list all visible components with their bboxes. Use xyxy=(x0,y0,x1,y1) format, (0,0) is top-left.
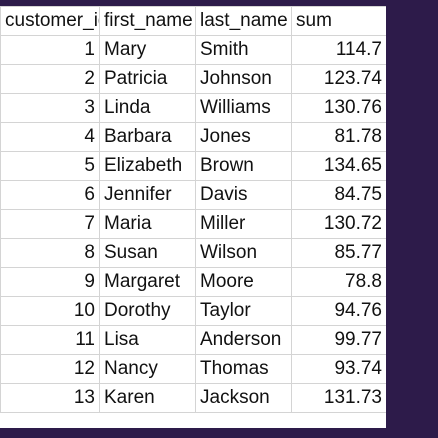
customer-id-cell[interactable]: 8 xyxy=(0,238,100,268)
last-name-cell[interactable]: Davis xyxy=(195,180,292,210)
sum-cell[interactable]: 130.72 xyxy=(291,209,386,239)
last-name-cell[interactable]: Anderson xyxy=(195,325,292,355)
customer-id-cell[interactable]: 9 xyxy=(0,267,100,297)
first-name-cell[interactable]: Mary xyxy=(99,35,196,65)
customer-id-cell[interactable]: 4 xyxy=(0,122,100,152)
last-name-cell[interactable]: Smith xyxy=(195,35,292,65)
first-name-cell[interactable]: Patricia xyxy=(99,64,196,94)
last-name-cell[interactable]: Moore xyxy=(195,267,292,297)
last-name-cell[interactable]: Jackson xyxy=(195,383,292,413)
sum-cell[interactable]: 130.76 xyxy=(291,93,386,123)
customer-id-cell[interactable]: 10 xyxy=(0,296,100,326)
last-name-cell[interactable]: Miller xyxy=(195,209,292,239)
data-table: customer_id first_name last_name sum 1 Ma… xyxy=(0,6,386,413)
first-name-cell[interactable]: Linda xyxy=(99,93,196,123)
first-name-cell[interactable]: Maria xyxy=(99,209,196,239)
last-name-cell[interactable]: Johnson xyxy=(195,64,292,94)
table-row: 2 Patricia Johnson 123.74 xyxy=(0,64,386,94)
first-name-cell[interactable]: Margaret xyxy=(99,267,196,297)
spreadsheet-grid: customer_id first_name last_name sum 1 Ma… xyxy=(0,6,386,428)
first-name-cell[interactable]: Nancy xyxy=(99,354,196,384)
table-row: 10 Dorothy Taylor 94.76 xyxy=(0,296,386,326)
sum-cell[interactable]: 85.77 xyxy=(291,238,386,268)
header-row: customer_id first_name last_name sum xyxy=(0,6,386,36)
last-name-cell[interactable]: Jones xyxy=(195,122,292,152)
customer-id-cell[interactable]: 13 xyxy=(0,383,100,413)
sum-cell[interactable]: 84.75 xyxy=(291,180,386,210)
sum-cell[interactable]: 78.8 xyxy=(291,267,386,297)
sum-cell[interactable]: 134.65 xyxy=(291,151,386,181)
table-row: 13 Karen Jackson 131.73 xyxy=(0,383,386,413)
customer-id-cell[interactable]: 2 xyxy=(0,64,100,94)
sum-cell[interactable]: 93.74 xyxy=(291,354,386,384)
customer-id-cell[interactable]: 1 xyxy=(0,35,100,65)
customer-id-cell[interactable]: 7 xyxy=(0,209,100,239)
sum-cell[interactable]: 123.74 xyxy=(291,64,386,94)
sum-cell[interactable]: 94.76 xyxy=(291,296,386,326)
customer-id-cell[interactable]: 12 xyxy=(0,354,100,384)
header-cell-sum[interactable]: sum xyxy=(291,6,386,36)
last-name-cell[interactable]: Williams xyxy=(195,93,292,123)
header-cell-last-name[interactable]: last_name xyxy=(195,6,292,36)
last-name-cell[interactable]: Brown xyxy=(195,151,292,181)
sum-cell[interactable]: 81.78 xyxy=(291,122,386,152)
table-row: 7 Maria Miller 130.72 xyxy=(0,209,386,239)
table-row: 4 Barbara Jones 81.78 xyxy=(0,122,386,152)
customer-id-cell[interactable]: 6 xyxy=(0,180,100,210)
table-row: 5 Elizabeth Brown 134.65 xyxy=(0,151,386,181)
sum-cell[interactable]: 114.7 xyxy=(291,35,386,65)
table-row: 1 Mary Smith 114.7 xyxy=(0,35,386,65)
first-name-cell[interactable]: Lisa xyxy=(99,325,196,355)
table-row: 8 Susan Wilson 85.77 xyxy=(0,238,386,268)
customer-id-cell[interactable]: 11 xyxy=(0,325,100,355)
first-name-cell[interactable]: Susan xyxy=(99,238,196,268)
table-row: 6 Jennifer Davis 84.75 xyxy=(0,180,386,210)
table-row: 11 Lisa Anderson 99.77 xyxy=(0,325,386,355)
sum-cell[interactable]: 131.73 xyxy=(291,383,386,413)
first-name-cell[interactable]: Dorothy xyxy=(99,296,196,326)
table-row: 3 Linda Williams 130.76 xyxy=(0,93,386,123)
first-name-cell[interactable]: Jennifer xyxy=(99,180,196,210)
customer-id-cell[interactable]: 3 xyxy=(0,93,100,123)
header-cell-first-name[interactable]: first_name xyxy=(99,6,196,36)
table-row: 12 Nancy Thomas 93.74 xyxy=(0,354,386,384)
header-cell-customer-id[interactable]: customer_id xyxy=(0,6,100,36)
first-name-cell[interactable]: Barbara xyxy=(99,122,196,152)
table-row: 9 Margaret Moore 78.8 xyxy=(0,267,386,297)
last-name-cell[interactable]: Thomas xyxy=(195,354,292,384)
first-name-cell[interactable]: Elizabeth xyxy=(99,151,196,181)
sum-cell[interactable]: 99.77 xyxy=(291,325,386,355)
first-name-cell[interactable]: Karen xyxy=(99,383,196,413)
customer-id-cell[interactable]: 5 xyxy=(0,151,100,181)
last-name-cell[interactable]: Taylor xyxy=(195,296,292,326)
last-name-cell[interactable]: Wilson xyxy=(195,238,292,268)
